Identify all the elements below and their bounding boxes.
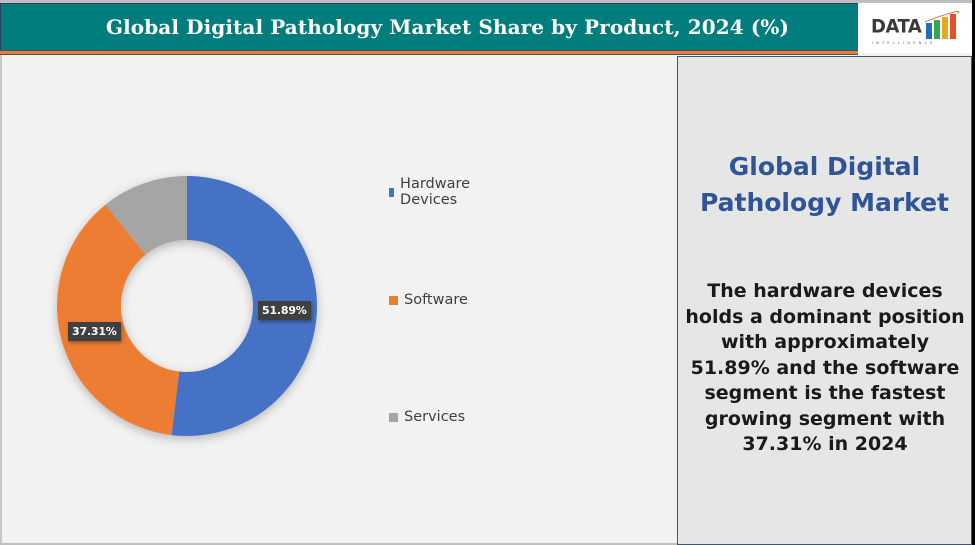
title-banner: Global Digital Pathology Market Share by… <box>0 3 858 50</box>
summary-title-line: Pathology Market <box>699 188 950 217</box>
summary-line: growing segment with <box>704 407 946 430</box>
logo-subtitle: INTELLIGENCE <box>872 41 936 45</box>
logo-wordmark: DATA <box>871 15 922 38</box>
donut-chart <box>56 176 317 436</box>
summary-text: The hardware devices holds a dominant po… <box>684 279 966 458</box>
data-label-hardware: 51.89% <box>258 301 311 320</box>
summary-line: 51.89% and the software <box>690 356 960 379</box>
panel-bottom-edge <box>0 543 680 545</box>
logo-bars-icon <box>924 11 960 39</box>
legend-label: Hardware Devices <box>400 176 471 208</box>
chart-title: Global Digital Pathology Market Share by… <box>105 15 790 39</box>
data-intelligence-logo: DATA INTELLIGENCE <box>858 3 972 53</box>
summary-line: holds a dominant position <box>685 305 965 328</box>
legend-item-software: Software <box>389 292 468 308</box>
summary-line: segment is the fastest <box>704 382 946 404</box>
legend-swatch-icon <box>389 187 395 197</box>
data-label-software: 37.31% <box>68 322 121 341</box>
chart-area: 51.89% 37.31% Hardware Devices Software … <box>0 56 677 543</box>
panel-left-edge <box>0 55 2 545</box>
legend-item-services: Services <box>389 409 465 425</box>
slice-hardware-devices <box>171 176 317 436</box>
summary-panel: Global Digital Pathology Market The hard… <box>677 56 972 545</box>
legend-swatch-icon <box>389 295 398 305</box>
summary-line: The hardware devices <box>707 280 943 302</box>
legend-label: Software <box>404 292 468 308</box>
slice-software <box>56 204 180 436</box>
summary-line: 37.31% in 2024 <box>742 433 908 455</box>
top-strip <box>0 0 972 3</box>
legend-item-hardware-devices: Hardware Devices <box>389 176 474 208</box>
legend-label: Services <box>404 409 466 425</box>
slice-services <box>105 176 187 255</box>
summary-title-line: Global Digital <box>728 152 921 181</box>
summary-line: with approximately <box>721 331 929 353</box>
legend-swatch-icon <box>389 412 398 422</box>
summary-title: Global Digital Pathology Market <box>678 149 971 221</box>
accent-strip <box>0 50 858 55</box>
